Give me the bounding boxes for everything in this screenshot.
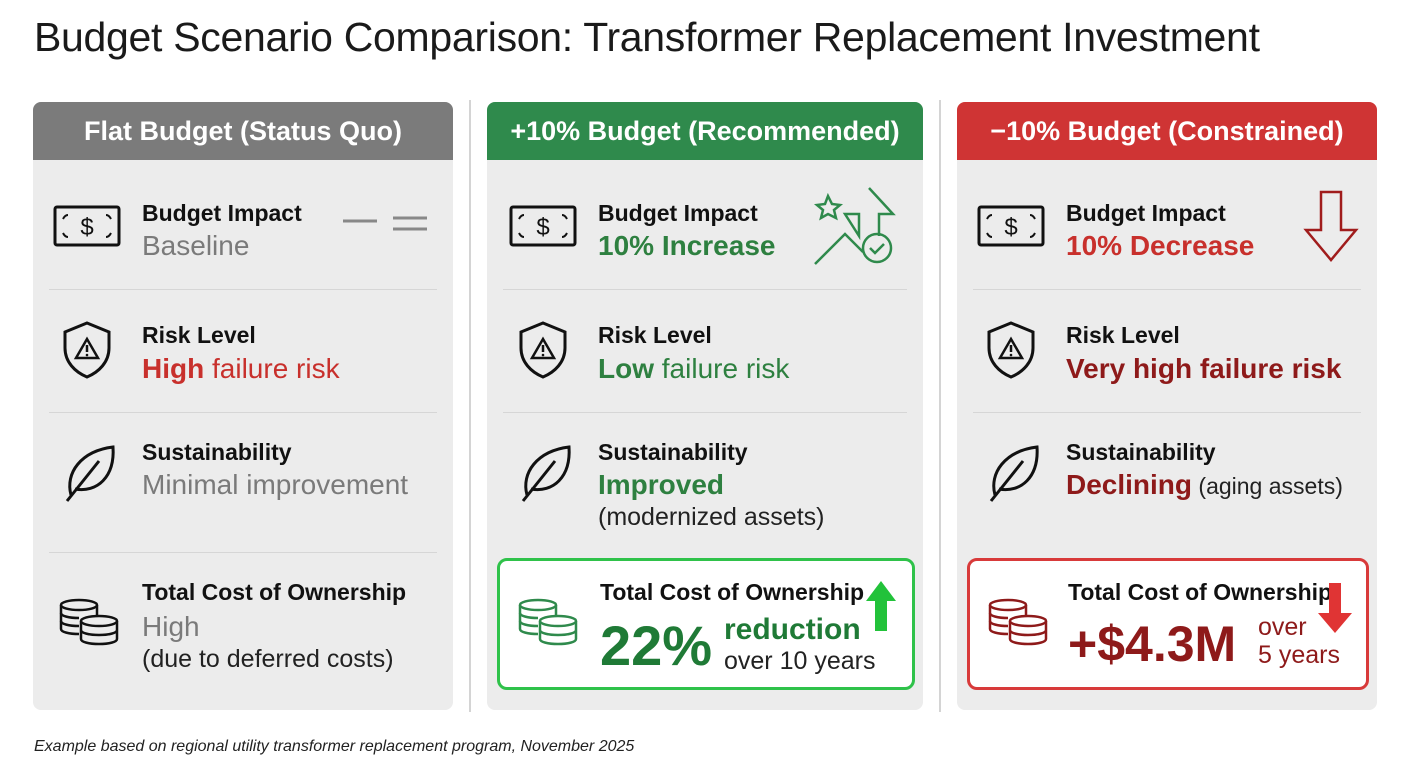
sustainability-label: Sustainability [1066,439,1216,465]
risk-level-row: Risk Level Low failure risk [503,290,907,413]
money-bill-icon [977,205,1045,247]
risk-level-value: Very high failure risk [1066,353,1342,384]
tco-highlight-box: Total Cost of Ownership +$4.3M over 5 ye… [967,558,1369,690]
tco-label: Total Cost of Ownership [142,579,407,605]
scenario-card-decrease: −10% Budget (Constrained) Budget Impact … [957,102,1377,710]
tco-value-word: reduction [724,613,861,646]
sustainability-note: (modernized assets) [598,503,825,531]
sustainability-value: Improved [598,469,725,500]
risk-level-suffix: failure risk [204,353,340,384]
leaf-icon [989,445,1039,503]
scenario-header: −10% Budget (Constrained) [957,102,1377,160]
coins-icon [59,598,119,646]
tco-value: +$4.3M [1068,616,1237,672]
coins-icon [518,598,578,646]
risk-level-row: Risk Level High failure risk [49,290,437,413]
sustainability-note: (aging assets) [1192,473,1343,499]
money-bill-icon [509,205,577,247]
tco-label: Total Cost of Ownership [1068,579,1333,605]
tco-value-word: over [1258,613,1307,641]
risk-level-value: Low [598,353,654,384]
risk-level-suffix: failure risk [654,353,790,384]
arrow-up-icon [866,581,896,631]
leaf-icon [65,445,115,503]
budget-impact-row: Budget Impact 10% Increase [503,160,907,290]
scenario-card-flat: Flat Budget (Status Quo) Budget Impact B… [33,102,453,710]
budget-impact-label: Budget Impact [142,200,302,226]
budget-impact-value: 10% Decrease [1066,230,1255,261]
tco-note: (due to deferred costs) [142,645,394,673]
sustainability-row: Sustainability Minimal improvement [49,413,437,553]
tco-value: High [142,611,200,642]
budget-impact-value: Baseline [142,230,250,261]
risk-level-label: Risk Level [598,322,712,348]
risk-level-value: High [142,353,205,384]
sustainability-label: Sustainability [598,439,748,465]
risk-level-label: Risk Level [1066,322,1180,348]
page-title: Budget Scenario Comparison: Transformer … [34,14,1260,60]
budget-impact-label: Budget Impact [1066,200,1226,226]
tco-label: Total Cost of Ownership [600,579,865,605]
sustainability-label: Sustainability [142,439,292,465]
star-arrow-up-check-icon [813,187,896,265]
column-divider [469,100,471,712]
footnote: Example based on regional utility transf… [34,738,635,755]
sustainability-value: Minimal improvement [142,469,409,500]
arrow-down-outline-icon [1303,190,1359,262]
budget-impact-value: 10% Increase [598,230,776,261]
risk-level-label: Risk Level [142,322,256,348]
budget-impact-label: Budget Impact [598,200,758,226]
coins-icon [988,598,1048,646]
sustainability-row: Sustainability Improved (modernized asse… [503,413,907,553]
shield-warning-icon [519,321,567,379]
tco-note: 5 years [1258,641,1340,669]
budget-impact-row: Budget Impact 10% Decrease [973,160,1361,290]
scenario-header: +10% Budget (Recommended) [487,102,923,160]
scenario-card-increase: +10% Budget (Recommended) Budget Impact … [487,102,923,710]
equals-dashes-icon [343,216,427,231]
tco-value: 22% [600,614,713,677]
sustainability-value: Declining [1066,469,1193,500]
tco-highlight-box: Total Cost of Ownership 22% reduction ov… [497,558,915,690]
column-divider [939,100,941,712]
sustainability-row: Sustainability Declining (aging assets) [973,413,1361,553]
money-bill-icon [53,205,121,247]
tco-note: over 10 years [724,647,876,675]
leaf-icon [521,445,571,503]
budget-impact-row: Budget Impact Baseline [49,160,437,290]
shield-warning-icon [987,321,1035,379]
scenario-header: Flat Budget (Status Quo) [33,102,453,160]
arrow-down-icon [1318,583,1352,633]
risk-level-row: Risk Level Very high failure risk [973,290,1361,413]
tco-row: Total Cost of Ownership High (due to def… [49,553,437,703]
shield-warning-icon [63,321,111,379]
